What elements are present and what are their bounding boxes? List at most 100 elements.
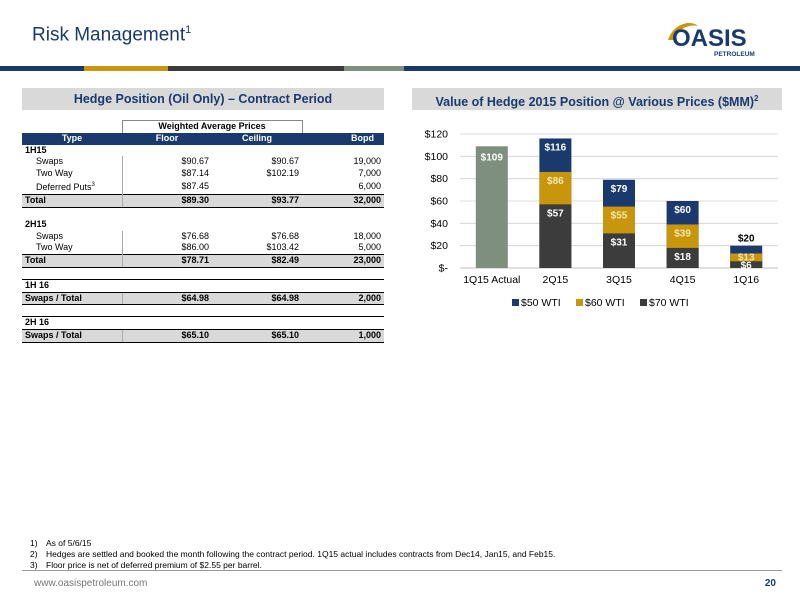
x-tick-label: 1Q16: [733, 274, 759, 286]
floor-cell: $86.00: [121, 242, 212, 255]
bar-label: $109: [481, 152, 504, 163]
bar-label: $39: [674, 228, 691, 239]
total-floor: $65.10: [121, 329, 212, 343]
legend-label: $60 WTI: [585, 297, 625, 309]
oasis-logo: OASIS PETROLEUM: [668, 22, 755, 58]
bar-70wti: [730, 261, 763, 268]
bar-label: $6: [741, 260, 753, 271]
bar-label: $60: [674, 205, 691, 216]
floor-cell: $87.45: [121, 179, 212, 195]
column-header: Floor: [122, 132, 212, 145]
bopd-cell: 18,000: [353, 230, 381, 241]
column-header: Type: [22, 132, 122, 145]
spacer-row: [22, 207, 384, 219]
legend-swatch: [640, 299, 647, 306]
total-ceiling: $64.98: [212, 291, 302, 306]
bopd-cell: 7,000: [358, 168, 381, 179]
footnote-number: 2): [30, 549, 38, 559]
total-label: Total: [22, 193, 122, 208]
table-row: Swaps $76.68 $76.68 18,000: [22, 230, 384, 243]
y-tick-label: $40: [430, 218, 448, 230]
bar-label: $116: [545, 142, 567, 153]
bar-label: $86: [547, 176, 564, 187]
ceiling-cell: $90.67: [271, 156, 299, 167]
legend-label: $50 WTI: [521, 297, 561, 309]
total-ceiling: $65.10: [212, 329, 302, 343]
bar-70wti: [539, 204, 572, 268]
total-floor: $78.71: [121, 254, 212, 269]
footnote: 3) Floor price is net of deferred premium…: [30, 560, 555, 571]
total-row: Swaps / Total $64.98 $64.98 2,000: [22, 291, 384, 306]
hedge-position-header: Hedge Position (Oil Only) – Contract Per…: [22, 88, 384, 110]
bar-label: $31: [611, 237, 628, 248]
footnote-text: As of 5/6/15: [46, 538, 92, 548]
bopd-cell: 5,000: [358, 242, 381, 253]
x-tick-label: 2Q15: [543, 274, 569, 286]
row-type: Swaps: [36, 156, 64, 167]
footnote-text: Hedges are settled and booked the month …: [46, 549, 556, 559]
y-tick-label: $60: [430, 196, 448, 208]
spacer-row: [22, 268, 384, 280]
total-bopd: 1,000: [302, 329, 384, 343]
ceiling-cell: $103.42: [266, 242, 299, 253]
ceiling-cell: [212, 180, 302, 194]
footnotes: 1) As of 5/6/15 2) Hedges are settled and b…: [30, 538, 555, 571]
total-label: Swaps / Total: [22, 291, 122, 306]
total-ceiling: $82.49: [212, 254, 302, 269]
total-row: Total $89.30 $93.77 32,000: [22, 193, 384, 208]
section-label: 2H15: [25, 218, 47, 229]
hedge-value-chart: $- $20 $40 $60 $80 $100 $120 1Q15 Actual $109 2Q1…: [425, 129, 778, 309]
svg-text:OASIS: OASIS: [672, 25, 747, 52]
row-type: Two Way: [36, 168, 73, 179]
legend-swatch: [576, 299, 583, 306]
footnote: 2) Hedges are settled and booked the mont…: [30, 549, 555, 560]
total-bopd: 2,000: [302, 291, 384, 306]
total-row: Total $78.71 $82.49 23,000: [22, 254, 384, 269]
bar-70wti: [666, 247, 699, 268]
bar-label: $18: [674, 252, 691, 263]
x-tick-label: 1Q15 Actual: [463, 274, 520, 286]
floor-cell: $87.14: [121, 168, 212, 180]
y-tick-label: $100: [425, 151, 449, 163]
table-row: Swaps $90.67 $90.67 19,000: [22, 156, 384, 169]
section-label: 1H15: [25, 144, 47, 155]
page-number: 20: [764, 578, 776, 589]
y-tick-label: $-: [439, 263, 449, 275]
section-label: 1H 16: [22, 278, 384, 293]
y-tick-label: $120: [425, 129, 449, 141]
footer-url: www.oasispetroleum.com: [34, 578, 148, 589]
total-bopd: 23,000: [302, 254, 384, 269]
table-row: Two Way $87.14 $102.19 7,000: [22, 168, 384, 180]
legend-swatch: [512, 299, 519, 306]
column-header: Ceiling: [212, 132, 302, 145]
ceiling-cell: $102.19: [266, 168, 299, 179]
section-row: 2H15: [22, 219, 384, 231]
hedge-position-table: Weighted Average Prices Type Floor Ceiling B…: [22, 119, 384, 343]
total-ceiling: $93.77: [212, 193, 302, 208]
x-tick-label: 3Q15: [606, 274, 632, 286]
table-row: Two Way $86.00 $103.42 5,000: [22, 242, 384, 255]
table-row: Deferred Puts3 $87.45 6,000: [22, 179, 384, 195]
svg-text:PETROLEUM: PETROLEUM: [714, 51, 755, 58]
row-type: Deferred Puts3: [36, 181, 95, 192]
total-label: Total: [22, 254, 122, 269]
hedge-value-header: Value of Hedge 2015 Position @ Various P…: [412, 88, 782, 110]
weighted-average-prices-label: Weighted Average Prices: [121, 119, 303, 133]
bar-70wti: [603, 233, 635, 268]
footer-divider: [22, 570, 782, 571]
bar-label: $55: [611, 211, 628, 222]
total-bopd: 32,000: [302, 193, 384, 208]
total-floor: $64.98: [121, 291, 212, 306]
spacer-row: [22, 305, 384, 317]
bar-label: $79: [611, 184, 628, 195]
total-floor: $89.30: [121, 193, 212, 208]
ceiling-cell: $76.68: [271, 230, 299, 241]
bar-label: $20: [738, 234, 755, 245]
page-title: Risk Management1: [32, 24, 192, 46]
column-header: Bopd: [302, 132, 384, 145]
table-header-row: Type Floor Ceiling Bopd: [22, 132, 384, 145]
bar-label: $57: [547, 208, 564, 219]
section-row: 1H15: [22, 145, 384, 157]
row-type: Swaps: [36, 230, 64, 241]
bopd-cell: 19,000: [353, 156, 381, 167]
